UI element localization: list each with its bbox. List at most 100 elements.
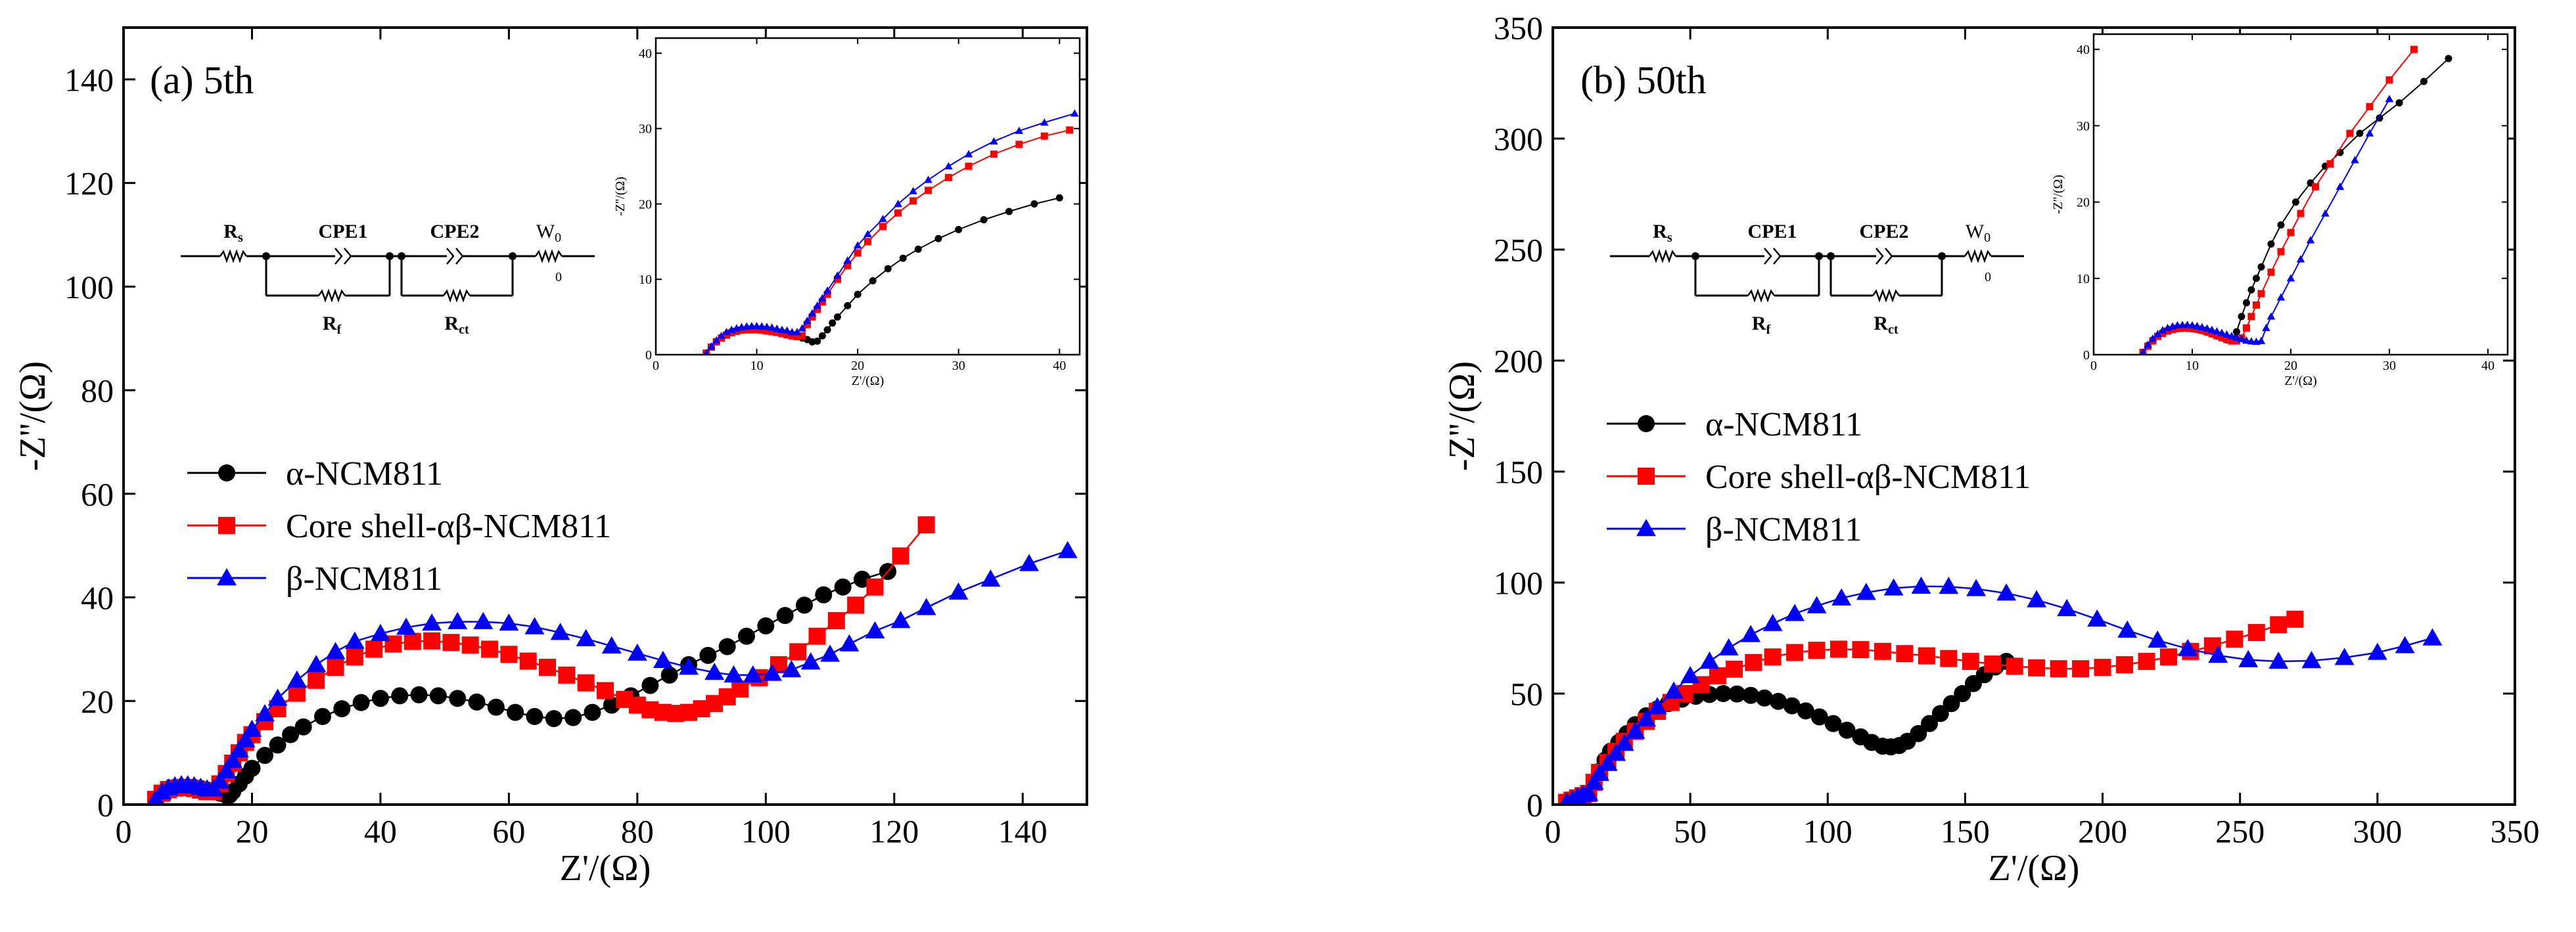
panel-b-ytick-label-0: 0 [1527,787,1543,824]
panel-b-inset-point-1-29 [2312,183,2319,190]
panel-b-point-2-26 [1966,579,1987,596]
panel-b-xtick-label-5: 250 [2215,813,2265,850]
panel-a-point-1-34 [597,682,614,699]
panel-a-point-2-42 [839,634,860,652]
panel-b-inset-point-1-25 [2267,269,2275,277]
panel-b-inset-point-2-20 [2237,334,2246,342]
panel-a-point-0-44 [757,617,775,634]
panel-a-point-2-35 [704,662,725,680]
panel-b-point-0-24 [1797,702,1814,720]
panel-b-inset-point-1-13 [2203,328,2211,336]
panel-b-inset-point-1-26 [2277,248,2285,255]
panel-a-circuit-w-element [534,249,563,263]
panel-b-point-2-12 [1647,697,1667,715]
panel-a-point-0-17 [256,747,274,765]
panel-b-circuit-rf-resistor [1747,288,1776,303]
panel-b-inset-point-2-21 [2242,336,2251,344]
panel-a-inset-y-axis-label: -Z''/(Ω) [613,177,628,216]
panel-b-plot-area [1557,576,2443,805]
panel-a-inset-point-2-2 [712,336,721,344]
panel-a-point-1-47 [789,643,807,661]
panel-b-inset-point-2-18 [2227,332,2236,340]
panel-b-inset-point-0-19 [2233,328,2240,336]
panel-a-point-1-51 [866,578,884,596]
panel-b-inset-xtick-label-4: 40 [2481,359,2495,373]
panel-b-point-2-11 [1636,709,1657,727]
panel-b-point-2-22 [1856,583,1876,600]
panel-a-point-0-31 [507,703,524,721]
panel-a-point-1-48 [808,627,826,645]
panel-b-ytick-label-4: 200 [1494,343,1543,380]
panel-a-point-2-49 [1057,541,1078,558]
panel-a-inset-point-0-23 [818,332,826,340]
panel-a-point-1-25 [423,632,441,650]
panel-a-inset-point-1-19 [798,332,806,340]
panel-b-inset-point-1-32 [2366,102,2374,110]
panel-a-inset-point-2-34 [964,150,973,158]
panel-b-point-1-42 [2270,616,2288,634]
panel-a-point-2-11 [216,761,237,778]
panel-b-point-1-27 [1940,650,1958,667]
panel-a-point-2-48 [1019,554,1039,571]
panel-a-inset-ytick-label-1: 10 [639,273,652,287]
panel-b-point-1-30 [2006,657,2023,675]
panel-a-point-2-47 [980,569,1001,587]
panel-b-inset-point-2-16 [2217,328,2226,336]
panel-a-point-0-28 [449,690,467,707]
panel-b-point-2-37 [2301,651,2322,669]
panel-a-x-axis-label: Z'/(Ω) [560,848,651,889]
panel-b-point-2-9 [1614,734,1634,751]
panel-b-xtick-label-7: 350 [2491,813,2540,850]
panel-a-inset-point-2-33 [944,162,953,169]
panel-b-point-2-18 [1762,613,1783,631]
panel-a-point-0-18 [269,736,287,754]
panel-a-point-0-26 [410,686,428,703]
panel-a-point-0-25 [391,687,409,705]
panel-b-point-2-23 [1883,578,1904,596]
panel-b-point-1-28 [1962,652,1979,670]
panel-a-point-2-44 [890,611,911,629]
panel-b-point-2-13 [1664,681,1684,699]
panel-b-point-1-41 [2247,624,2265,642]
panel-b-point-2-10 [1625,721,1645,739]
panel-b-ytick-label-6: 300 [1494,121,1543,158]
panel-a-inset-point-2-22 [813,301,822,309]
panel-a-circuit-cpe2-label: CPE2 [430,221,480,242]
panel-b-ytick-label-7: 350 [1494,10,1543,47]
panel-a-inset-point-2-23 [818,294,827,301]
panel-a-point-0-23 [352,694,370,711]
panel-b-inset-point-0-26 [2277,221,2285,229]
panel-a-ytick-label-6: 120 [64,165,114,202]
panel-b-point-2-8 [1606,743,1626,761]
panel-b-inset-ytick-label-0: 0 [2083,348,2090,363]
panel-b-inset-point-1-22 [2247,313,2255,321]
panel-b-inset-point-1-18 [2228,337,2236,345]
panel-a-point-2-28 [524,617,545,634]
panel-b-point-1-22 [1830,640,1848,658]
panel-b-inset-point-0-31 [2356,129,2364,137]
panel-a-axes-frame [122,26,1088,806]
panel-b-xtick-label-1: 50 [1674,813,1707,850]
panel-a-point-2-15 [242,719,262,737]
panel-b-inset-point-2-29 [2296,255,2305,263]
panel-a-circuit-cpe2-a [446,248,455,265]
panel-a-inset-point-0-26 [833,313,841,321]
panel-b-inset-point-1-24 [2257,290,2265,298]
panel-a-xtick-label-5: 100 [741,813,791,850]
panel-a-point-1-20 [327,659,344,677]
panel-a-point-1-24 [403,632,421,650]
panel-a-inset-point-1-16 [783,331,791,339]
panel-a-inset-point-1-17 [788,332,796,340]
panel-b-ytick-label-3: 150 [1494,454,1543,491]
panel-b-inset-xtick-label-0: 0 [2090,359,2097,373]
panel-b-point-1-20 [1786,644,1804,661]
panel-a-circuit-rs-resistor [219,249,248,263]
panel-b-inset-point-2-1 [2144,340,2152,348]
panel-a-inset-point-2-11 [757,322,766,330]
panel-a-point-2-17 [267,688,288,706]
panel-a-point-0-38 [641,677,659,694]
panel-a-circuit-cpe1-label: CPE1 [319,221,368,242]
panel-a-point-2-37 [743,665,763,683]
panel-b-circuit-cpe2-a [1875,248,1884,265]
panel-a-xtick-label-0: 0 [116,813,132,850]
